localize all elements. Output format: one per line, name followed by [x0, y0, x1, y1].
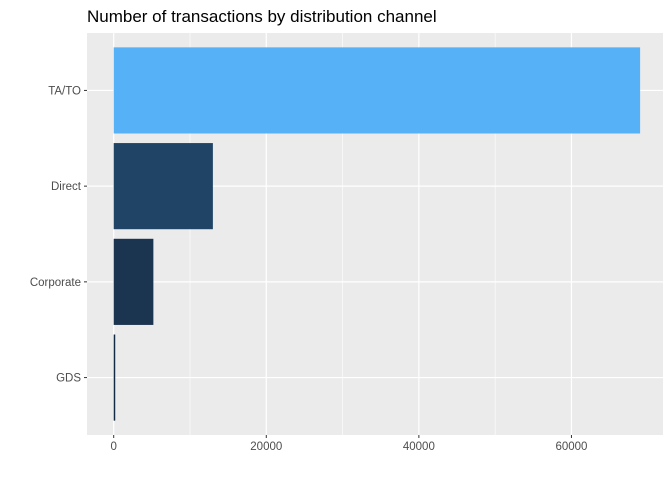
chart-title: Number of transactions by distribution c…	[87, 7, 437, 26]
bar-ta-to	[113, 47, 641, 134]
bars	[113, 47, 641, 421]
bar-direct	[113, 143, 213, 230]
x-tick-label: 20000	[250, 441, 282, 453]
y-tick-label: Corporate	[30, 277, 81, 289]
y-tick-label: Direct	[51, 181, 82, 193]
x-axis: 0 20000 40000 60000	[110, 435, 587, 453]
x-tick-label: 0	[110, 441, 116, 453]
y-tick-label: TA/TO	[48, 85, 81, 97]
x-tick-label: 40000	[403, 441, 435, 453]
y-axis: TA/TO Direct Corporate GDS	[30, 85, 87, 385]
bar-corporate	[113, 238, 154, 325]
bar-gds	[113, 334, 116, 421]
x-tick-label: 60000	[555, 441, 587, 453]
y-tick-label: GDS	[56, 373, 81, 385]
